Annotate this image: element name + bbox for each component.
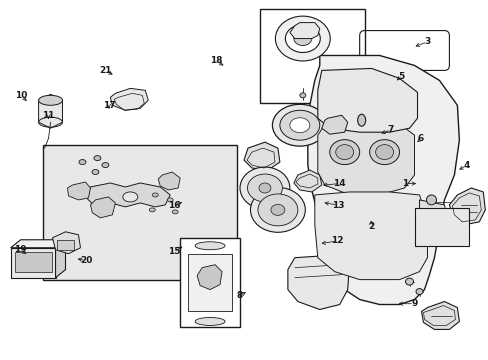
- Bar: [57, 240, 74, 250]
- Bar: [15, 252, 51, 272]
- Text: 1: 1: [402, 179, 407, 188]
- Text: 17: 17: [102, 101, 115, 110]
- Ellipse shape: [149, 208, 155, 212]
- Polygon shape: [314, 192, 427, 280]
- Polygon shape: [56, 240, 65, 278]
- Text: 8: 8: [236, 291, 242, 300]
- Ellipse shape: [79, 159, 86, 165]
- Ellipse shape: [335, 145, 353, 159]
- Ellipse shape: [152, 193, 158, 197]
- Ellipse shape: [167, 198, 173, 202]
- Text: 20: 20: [80, 256, 92, 265]
- Polygon shape: [110, 88, 148, 110]
- Ellipse shape: [270, 204, 285, 215]
- Bar: [260, 9, 364, 103]
- Ellipse shape: [102, 163, 109, 167]
- Ellipse shape: [289, 118, 309, 133]
- Ellipse shape: [247, 174, 282, 202]
- Text: 10: 10: [15, 91, 27, 100]
- Ellipse shape: [293, 32, 311, 45]
- Ellipse shape: [272, 104, 326, 146]
- Text: 5: 5: [398, 72, 404, 81]
- Polygon shape: [90, 197, 115, 218]
- Ellipse shape: [240, 167, 289, 209]
- Polygon shape: [67, 182, 90, 200]
- Polygon shape: [289, 23, 319, 39]
- Text: 13: 13: [331, 201, 344, 210]
- Text: 21: 21: [99, 66, 112, 75]
- Ellipse shape: [195, 318, 224, 325]
- Polygon shape: [317, 115, 414, 195]
- Polygon shape: [11, 240, 65, 248]
- Ellipse shape: [39, 95, 62, 105]
- Ellipse shape: [299, 93, 305, 98]
- Ellipse shape: [250, 188, 305, 232]
- Polygon shape: [307, 55, 458, 305]
- Ellipse shape: [285, 24, 320, 53]
- Text: 4: 4: [462, 161, 468, 170]
- Polygon shape: [448, 188, 484, 225]
- Text: 16: 16: [167, 201, 180, 210]
- Ellipse shape: [172, 210, 178, 214]
- Polygon shape: [11, 248, 56, 278]
- Ellipse shape: [258, 194, 297, 226]
- Polygon shape: [421, 302, 458, 329]
- Ellipse shape: [405, 278, 413, 285]
- Ellipse shape: [92, 170, 99, 175]
- Text: 11: 11: [42, 111, 55, 120]
- Ellipse shape: [275, 16, 329, 61]
- Bar: [188, 254, 232, 311]
- Bar: [180, 238, 240, 328]
- Bar: [42, 145, 237, 280]
- Bar: [414, 208, 468, 246]
- Ellipse shape: [375, 145, 393, 159]
- Text: 2: 2: [367, 222, 374, 231]
- Polygon shape: [158, 172, 180, 190]
- Polygon shape: [419, 200, 448, 242]
- Text: 15: 15: [167, 247, 180, 256]
- Polygon shape: [244, 142, 279, 170]
- Ellipse shape: [122, 192, 138, 202]
- Ellipse shape: [259, 183, 270, 193]
- Text: 9: 9: [410, 299, 417, 308]
- Ellipse shape: [329, 140, 359, 165]
- Ellipse shape: [369, 140, 399, 165]
- Text: 18: 18: [209, 57, 222, 66]
- Polygon shape: [197, 265, 222, 289]
- Text: 6: 6: [417, 134, 423, 143]
- Ellipse shape: [94, 156, 101, 161]
- Polygon shape: [287, 255, 349, 310]
- Polygon shape: [321, 115, 347, 134]
- Text: 12: 12: [330, 237, 343, 246]
- Text: 19: 19: [14, 246, 26, 255]
- Polygon shape: [293, 170, 321, 192]
- Text: 14: 14: [333, 179, 345, 188]
- Polygon shape: [317, 68, 417, 132]
- Ellipse shape: [426, 195, 436, 205]
- Polygon shape: [87, 183, 170, 207]
- Ellipse shape: [415, 289, 422, 294]
- Text: 7: 7: [387, 125, 393, 134]
- Ellipse shape: [357, 114, 365, 126]
- Polygon shape: [52, 232, 81, 254]
- Polygon shape: [39, 94, 62, 128]
- Text: 3: 3: [424, 37, 429, 46]
- Ellipse shape: [279, 110, 319, 140]
- Ellipse shape: [195, 242, 224, 250]
